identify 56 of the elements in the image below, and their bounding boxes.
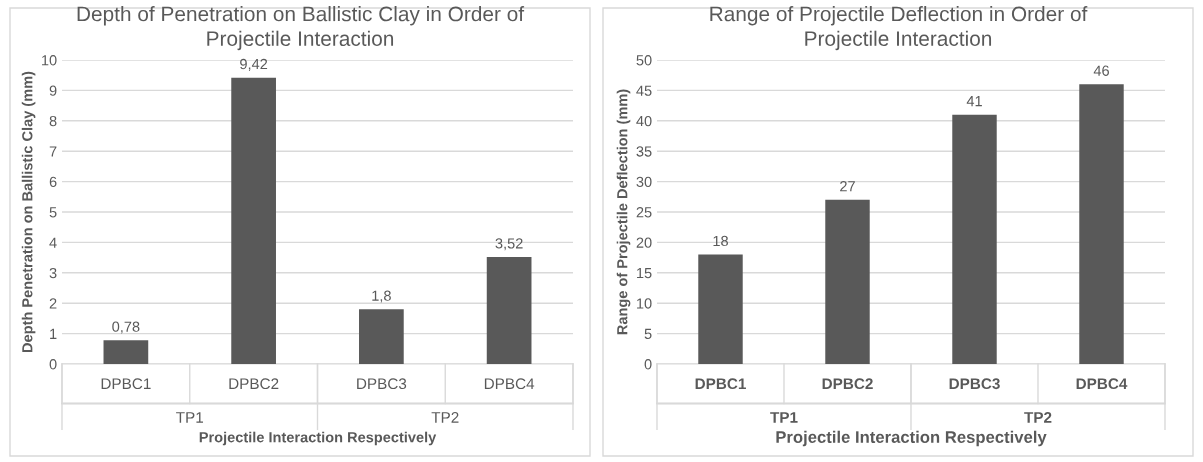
y-tick-label: 6 bbox=[49, 176, 57, 188]
y-tick-label: 1 bbox=[50, 328, 57, 339]
bar bbox=[486, 256, 532, 364]
y-tick-label: 8 bbox=[49, 115, 57, 127]
y-tick-label: 30 bbox=[636, 176, 652, 188]
y-tick-label: 35 bbox=[636, 146, 652, 157]
bar bbox=[103, 340, 149, 364]
bar bbox=[952, 114, 997, 364]
data-label: 18 bbox=[713, 235, 728, 247]
y-tick-label: 5 bbox=[49, 207, 57, 218]
y-axis-title: Range of Projectile Deflection (mm) bbox=[616, 89, 631, 335]
y-tick-label: 5 bbox=[644, 328, 652, 340]
data-label: 3,52 bbox=[495, 238, 523, 251]
bar bbox=[231, 77, 276, 364]
bar bbox=[359, 309, 404, 364]
y-tick-label: 10 bbox=[42, 55, 57, 66]
text: TP2 bbox=[1024, 412, 1052, 423]
data-label: 46 bbox=[1093, 65, 1109, 76]
y-tick-label: 50 bbox=[636, 55, 652, 66]
x-tick-label: DPBC4 bbox=[484, 378, 535, 390]
data-label: 0,78 bbox=[112, 321, 140, 334]
bar bbox=[698, 254, 743, 364]
y-tick-label: 9 bbox=[49, 85, 57, 96]
y-tick-label: 45 bbox=[636, 85, 652, 96]
x-tick-label: DPBC1 bbox=[695, 378, 746, 390]
x-tick-label: DPBC3 bbox=[949, 378, 1000, 390]
x-tick-label: DPBC2 bbox=[229, 378, 279, 390]
x-axis-title: Projectile Interaction Respectively bbox=[199, 431, 437, 446]
y-tick-label: 0 bbox=[49, 359, 57, 370]
text: TP2 bbox=[431, 412, 459, 423]
chart-title: Depth of Penetration on Ballistic Clay in Order of Projectile Interaction bbox=[77, 6, 525, 51]
data-label: 41 bbox=[966, 96, 982, 107]
y-tick-label: 7 bbox=[49, 146, 57, 157]
x-tick-label: DPBC4 bbox=[1076, 378, 1128, 390]
text: TP1 bbox=[176, 412, 204, 423]
y-tick-label: 0 bbox=[644, 359, 652, 370]
y-tick-label: 4 bbox=[49, 237, 57, 248]
y-tick-label: 3 bbox=[49, 267, 57, 279]
bar bbox=[825, 199, 870, 364]
chart-title: Range of Projectile Deflection in Order of Projectile Interaction bbox=[710, 6, 1088, 51]
text: TP1 bbox=[770, 412, 798, 423]
y-tick-label: 25 bbox=[636, 207, 652, 218]
y-tick-label: 15 bbox=[637, 268, 652, 279]
x-tick-label: DPBC2 bbox=[822, 378, 873, 390]
bar bbox=[1079, 84, 1124, 364]
x-tick-label: DPBC3 bbox=[357, 378, 407, 390]
data-label: 27 bbox=[840, 181, 855, 192]
y-tick-label: 10 bbox=[637, 298, 652, 309]
data-label: 1,8 bbox=[372, 290, 391, 303]
y-axis-title: Depth Penetration on Ballistic Clay (mm) bbox=[21, 71, 36, 353]
y-tick-label: 2 bbox=[49, 298, 57, 309]
y-tick-label: 40 bbox=[636, 115, 652, 127]
data-label: 9,42 bbox=[240, 58, 268, 71]
x-tick-label: DPBC1 bbox=[101, 378, 151, 390]
x-axis-title: Projectile Interaction Respectively bbox=[776, 430, 1047, 447]
y-tick-label: 20 bbox=[636, 237, 652, 248]
